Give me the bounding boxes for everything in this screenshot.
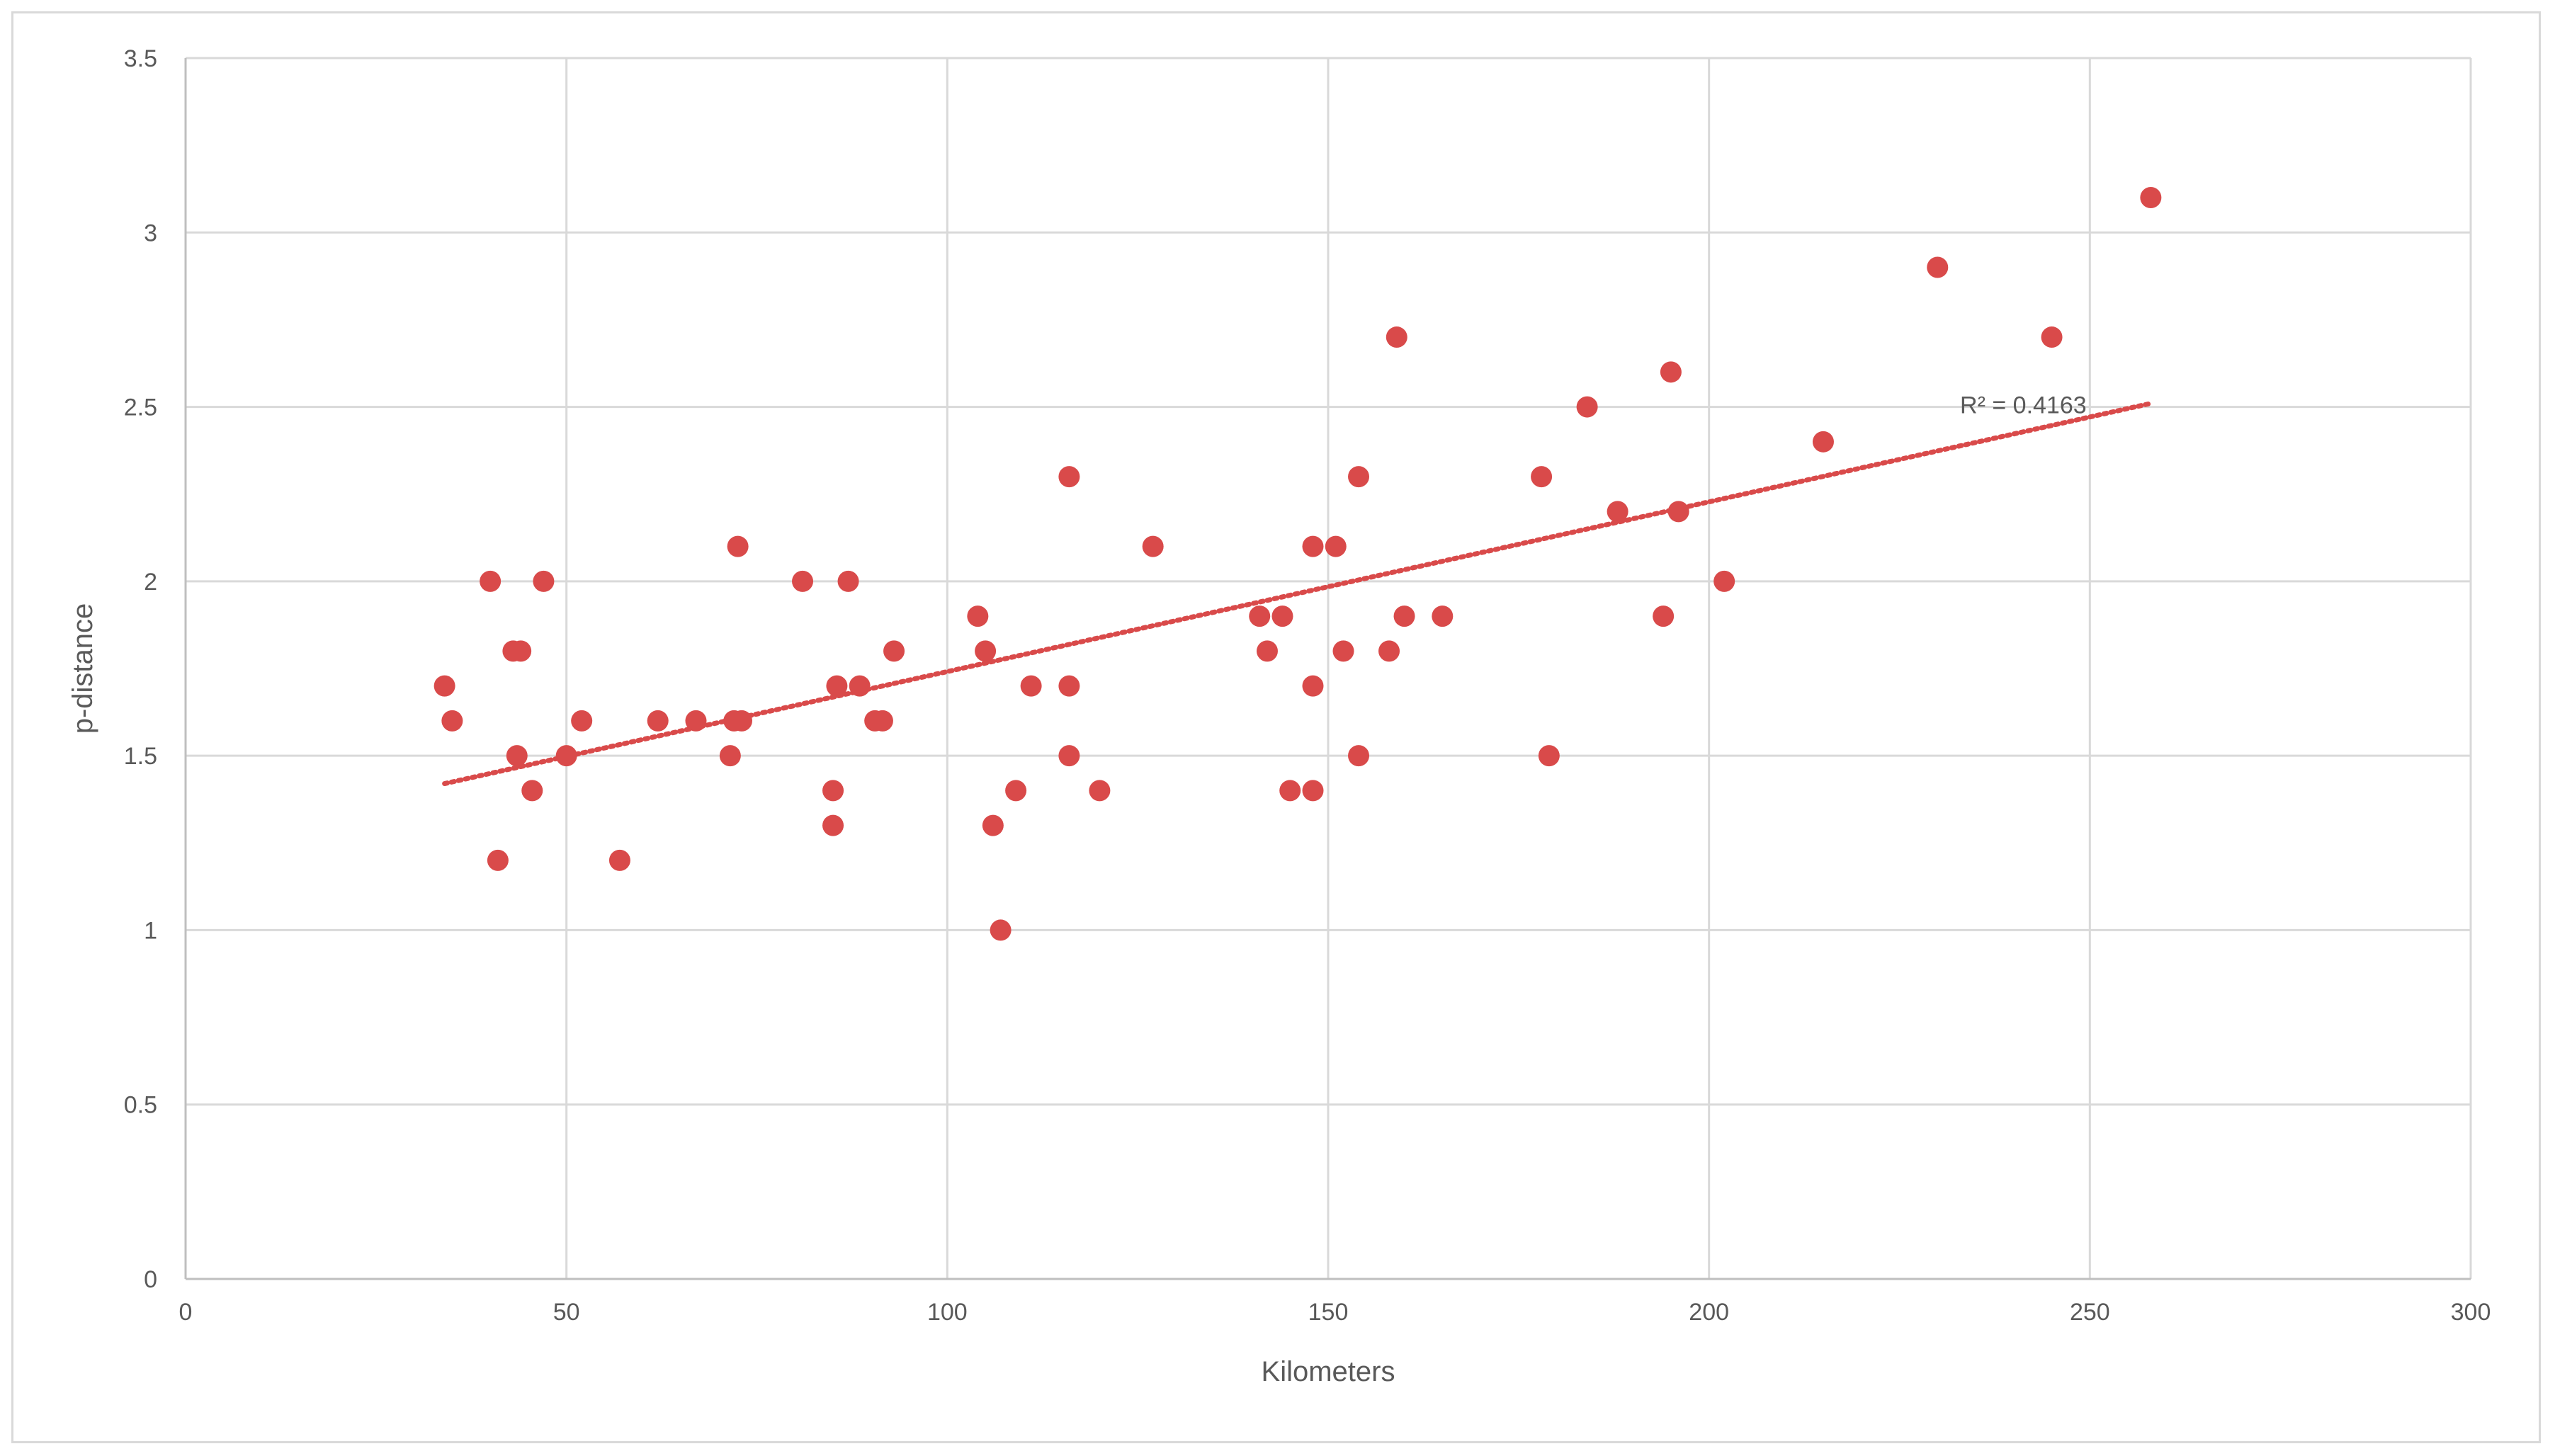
data-point [1812,431,1834,453]
data-point [1713,570,1735,592]
data-point [647,710,669,732]
x-axis-title: Kilometers [1262,1356,1395,1387]
y-tick-label: 0 [144,1266,157,1293]
data-point [719,745,741,767]
data-point [1348,745,1370,767]
data-point [1927,256,1949,278]
y-tick-label: 2.5 [124,394,157,421]
y-tick-label: 3.5 [124,45,157,72]
data-point [434,675,455,697]
data-point [871,710,893,732]
data-point [1142,535,1164,557]
chart-area [11,11,2541,1443]
data-point [730,710,752,732]
data-point [1576,396,1598,418]
data-point [1607,501,1628,523]
data-point [1432,605,1454,627]
y-tick-label: 0.5 [124,1092,157,1119]
data-point [975,640,997,662]
data-point [1393,605,1415,627]
data-point [1325,535,1347,557]
data-point [1667,501,1689,523]
data-point [849,675,871,697]
y-tick-label: 1.5 [124,743,157,770]
x-tick-label: 100 [927,1299,968,1326]
data-point [826,675,848,697]
x-tick-label: 50 [553,1299,580,1326]
data-point [480,570,502,592]
data-point [1348,466,1370,488]
data-point [1249,605,1271,627]
data-point [441,710,463,732]
axes [184,58,2471,1280]
data-point [1058,466,1080,488]
data-point [792,570,814,592]
data-point [1302,535,1324,557]
data-point [1302,675,1324,697]
data-point [510,640,532,662]
tick-labels: 0 0.5 1 1.5 2 2.5 3 3.5 0 50 100 150 200 250 300 [124,45,2491,1326]
data-point [1660,361,1682,383]
data-points [434,187,2162,941]
y-tick-label: 2 [144,569,157,596]
data-point [1089,780,1111,802]
data-point [608,849,630,871]
x-tick-label: 150 [1308,1299,1349,1326]
data-point [967,605,989,627]
data-point [2140,187,2162,209]
data-point [685,710,707,732]
data-point [1653,605,1675,627]
data-point [1378,640,1400,662]
x-tick-label: 0 [179,1299,193,1326]
data-point [883,640,905,662]
y-tick-label: 3 [144,220,157,246]
data-point [1058,675,1080,697]
x-tick-label: 250 [2070,1299,2110,1326]
data-point [1271,605,1293,627]
data-point [727,535,749,557]
data-point [990,919,1012,941]
data-point [1020,675,1042,697]
data-point [506,745,528,767]
data-point [1332,640,1354,662]
r-squared-label: R² = 0.4163 [1960,392,2087,419]
data-point [2041,326,2063,348]
data-point [555,745,577,767]
y-tick-label: 1 [144,917,157,944]
data-point [1386,326,1407,348]
data-point [1538,745,1560,767]
data-point [571,710,593,732]
data-point [533,570,555,592]
x-tick-label: 300 [2451,1299,2491,1326]
data-point [1531,466,1553,488]
data-point [1058,745,1080,767]
data-point [521,780,543,802]
data-point [1256,640,1278,662]
data-point [1302,780,1324,802]
data-point [1279,780,1301,802]
data-point [982,814,1004,836]
x-tick-label: 200 [1689,1299,1729,1326]
data-point [1005,780,1027,802]
data-point [822,814,844,836]
gridlines [186,57,2472,1279]
data-point [487,849,509,871]
y-axis-title: p-distance [67,603,98,734]
data-point [822,780,844,802]
data-point [837,570,859,592]
